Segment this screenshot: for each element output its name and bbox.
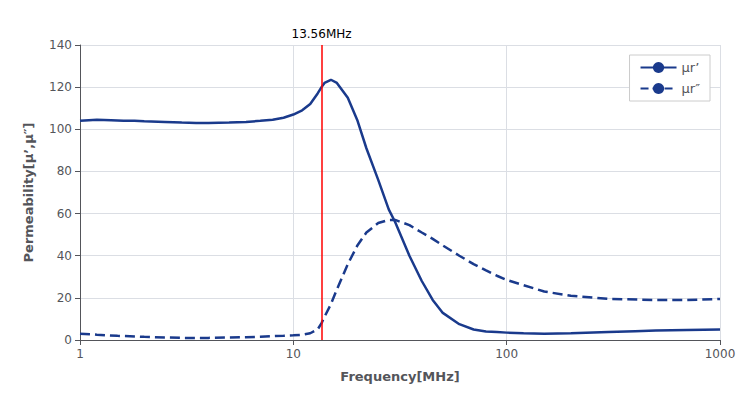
svg-text:80: 80 xyxy=(57,164,72,178)
svg-text:60: 60 xyxy=(57,207,72,221)
svg-text:μr’: μr’ xyxy=(682,60,700,75)
svg-text:1: 1 xyxy=(76,347,84,361)
svg-text:Permeability[μ’,μ″]: Permeability[μ’,μ″] xyxy=(21,123,36,263)
svg-text:13.56MHz: 13.56MHz xyxy=(292,27,352,41)
svg-text:Frequency[MHz]: Frequency[MHz] xyxy=(340,369,459,384)
svg-text:0: 0 xyxy=(64,333,72,347)
svg-text:100: 100 xyxy=(495,347,518,361)
svg-text:40: 40 xyxy=(57,249,72,263)
svg-text:140: 140 xyxy=(49,38,72,52)
svg-text:μr″: μr″ xyxy=(682,81,701,96)
svg-text:100: 100 xyxy=(49,122,72,136)
svg-text:1000: 1000 xyxy=(705,347,736,361)
svg-text:120: 120 xyxy=(49,80,72,94)
svg-text:20: 20 xyxy=(57,291,72,305)
svg-text:10: 10 xyxy=(286,347,301,361)
